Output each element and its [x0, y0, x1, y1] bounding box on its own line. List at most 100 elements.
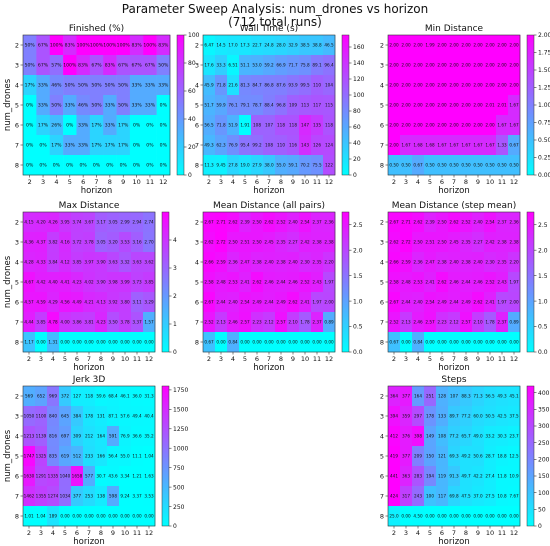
- heatmap-cell: [47, 232, 60, 253]
- cell-value-label: 2.00: [497, 63, 507, 68]
- heatmap-cell: [287, 312, 300, 333]
- heatmap-cell: [424, 252, 437, 273]
- cell-value-label: 0.00: [108, 514, 118, 519]
- heatmap-cell: [287, 95, 300, 116]
- heatmap-cell: [436, 292, 449, 313]
- cell-value-label: 4.33: [36, 260, 46, 265]
- heatmap-cell: [508, 506, 521, 527]
- heatmap-cell: [460, 292, 473, 313]
- cell-value-label: 2.62: [204, 240, 214, 245]
- heatmap-cell: [215, 232, 228, 253]
- heatmap-cell: [472, 506, 485, 527]
- heatmap-cell: [287, 115, 300, 136]
- y-tick-label: 7: [15, 141, 19, 149]
- heatmap-cell: [215, 115, 228, 136]
- heatmap-cell: [215, 292, 228, 313]
- cell-value-label: 1.67: [401, 143, 411, 148]
- cell-value-label: 3.53: [120, 240, 130, 245]
- cell-value-label: 50%: [51, 103, 62, 109]
- cell-value-label: 17%: [25, 83, 36, 89]
- heatmap-cell: [275, 75, 288, 96]
- cell-value-label: 9.45: [216, 163, 226, 168]
- x-tick-label: 10: [132, 178, 140, 186]
- heatmap-cell: [239, 35, 252, 56]
- heatmap-cell: [299, 332, 312, 353]
- cell-value-label: 12.5: [509, 454, 519, 459]
- heatmap-cell: [71, 252, 84, 273]
- heatmap-cell: [116, 55, 131, 76]
- cell-value-label: 598: [109, 494, 117, 499]
- x-axis-label: horizon: [73, 537, 105, 546]
- cell-value-label: 67%: [145, 63, 156, 69]
- cell-value-label: 9.24: [120, 494, 130, 499]
- cell-value-label: 45.1: [509, 394, 519, 399]
- cell-value-label: 4.02: [84, 280, 94, 285]
- cell-value-label: 78.7: [252, 103, 262, 108]
- heatmap-cell: [23, 426, 36, 447]
- heatmap-cell: [131, 406, 144, 427]
- heatmap-cell: [156, 55, 171, 76]
- heatmap-cell: [35, 332, 48, 353]
- cell-value-label: 38.0: [264, 163, 274, 168]
- cell-value-label: 2.54: [485, 220, 495, 225]
- y-tick-label: 6: [380, 298, 384, 306]
- heatmap-cell: [23, 272, 36, 293]
- cell-value-label: 2.46: [473, 280, 483, 285]
- cell-value-label: 2.35: [497, 260, 507, 265]
- colorbar-tick-label: 2: [173, 293, 177, 300]
- cell-value-label: 2.00: [413, 103, 423, 108]
- heatmap-cell: [263, 75, 276, 96]
- cell-value-label: 11.8: [497, 474, 507, 479]
- heatmap-cell: [508, 292, 521, 313]
- heatmap-cell: [484, 115, 497, 136]
- heatmap-cell: [448, 486, 461, 507]
- cell-value-label: 62.3: [216, 143, 226, 148]
- cell-value-label: 2.37: [497, 220, 507, 225]
- cell-value-label: 88.3: [461, 394, 471, 399]
- heatmap-cell: [460, 35, 473, 56]
- colorbar-tick-label: 0: [173, 523, 177, 530]
- heatmap-cell: [227, 332, 240, 353]
- x-tick-label: 2: [392, 529, 396, 537]
- heatmap-cell: [59, 272, 72, 293]
- cell-value-label: 56.4: [108, 454, 118, 459]
- cell-value-label: 71.3: [473, 394, 483, 399]
- heatmap-cell: [116, 35, 131, 56]
- cell-value-label: 0%: [160, 143, 168, 149]
- heatmap-cell: [472, 486, 485, 507]
- cell-value-label: 2.00: [389, 123, 399, 128]
- heatmap-cell: [95, 466, 108, 487]
- cell-value-label: 3.72: [72, 240, 82, 245]
- cell-value-label: 377: [402, 454, 410, 459]
- cell-value-label: 2.00: [437, 63, 447, 68]
- cell-value-label: 0.50: [497, 163, 507, 168]
- cell-value-label: 189: [49, 514, 57, 519]
- heatmap-cell: [436, 466, 449, 487]
- heatmap-cell: [287, 252, 300, 273]
- cell-value-label: 1.67: [473, 143, 483, 148]
- heatmap-cell: [23, 292, 36, 313]
- cell-value-label: 0.00: [449, 514, 459, 519]
- cell-value-label: 25.0: [389, 514, 399, 519]
- y-tick-label: 4: [380, 258, 384, 266]
- heatmap-cell: [76, 135, 91, 156]
- heatmap-cell: [227, 155, 240, 176]
- cell-value-label: 40.4: [144, 414, 154, 419]
- cell-value-label: 2.00: [449, 103, 459, 108]
- cell-value-label: 2.57: [425, 320, 435, 325]
- heatmap-cell: [388, 135, 401, 156]
- heatmap-cell: [424, 466, 437, 487]
- cell-value-label: 117: [438, 494, 446, 499]
- cell-value-label: 50%: [91, 83, 102, 89]
- cell-value-label: 1.68: [425, 143, 435, 148]
- heatmap-cell: [460, 135, 473, 156]
- y-tick-label: 5: [380, 452, 384, 460]
- y-tick-label: 6: [380, 121, 384, 129]
- heatmap-cell: [215, 95, 228, 116]
- cell-value-label: 1.99: [425, 43, 435, 48]
- cell-value-label: 2.71: [401, 220, 411, 225]
- cell-value-label: 3.90: [96, 260, 106, 265]
- heatmap-cell: [59, 486, 72, 507]
- cell-value-label: 3.16: [132, 240, 142, 245]
- cell-value-label: 2.27: [288, 240, 298, 245]
